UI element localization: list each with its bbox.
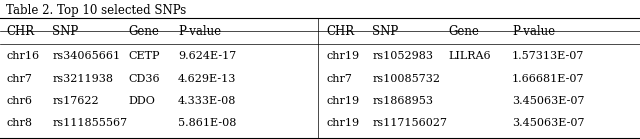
Text: chr7: chr7 [6,74,32,84]
Text: SNP: SNP [52,25,79,38]
Text: LILRA6: LILRA6 [448,51,491,61]
Text: chr6: chr6 [6,96,33,106]
Text: chr8: chr8 [6,118,33,128]
Text: 4.629E-13: 4.629E-13 [178,74,236,84]
Text: chr7: chr7 [326,74,352,84]
Text: Table 2. Top 10 selected SNPs: Table 2. Top 10 selected SNPs [6,4,187,17]
Text: 3.45063E-07: 3.45063E-07 [512,118,584,128]
Text: chr19: chr19 [326,51,360,61]
Text: 1.57313E-07: 1.57313E-07 [512,51,584,61]
Text: DDO: DDO [128,96,155,106]
Text: 9.624E-17: 9.624E-17 [178,51,236,61]
Text: P-value: P-value [512,25,555,38]
Text: chr19: chr19 [326,118,360,128]
Text: Gene: Gene [448,25,479,38]
Text: chr16: chr16 [6,51,40,61]
Text: 5.861E-08: 5.861E-08 [178,118,236,128]
Text: rs3211938: rs3211938 [52,74,113,84]
Text: rs117156027: rs117156027 [372,118,447,128]
Text: CHR: CHR [6,25,35,38]
Text: Gene: Gene [128,25,159,38]
Text: rs1052983: rs1052983 [372,51,433,61]
Text: 1.66681E-07: 1.66681E-07 [512,74,584,84]
Text: rs111855567: rs111855567 [52,118,127,128]
Text: CD36: CD36 [128,74,159,84]
Text: CHR: CHR [326,25,355,38]
Text: 4.333E-08: 4.333E-08 [178,96,236,106]
Text: chr19: chr19 [326,96,360,106]
Text: rs34065661: rs34065661 [52,51,120,61]
Text: 3.45063E-07: 3.45063E-07 [512,96,584,106]
Text: rs17622: rs17622 [52,96,99,106]
Text: rs10085732: rs10085732 [372,74,440,84]
Text: CETP: CETP [128,51,159,61]
Text: SNP: SNP [372,25,399,38]
Text: rs1868953: rs1868953 [372,96,433,106]
Text: P-value: P-value [178,25,221,38]
